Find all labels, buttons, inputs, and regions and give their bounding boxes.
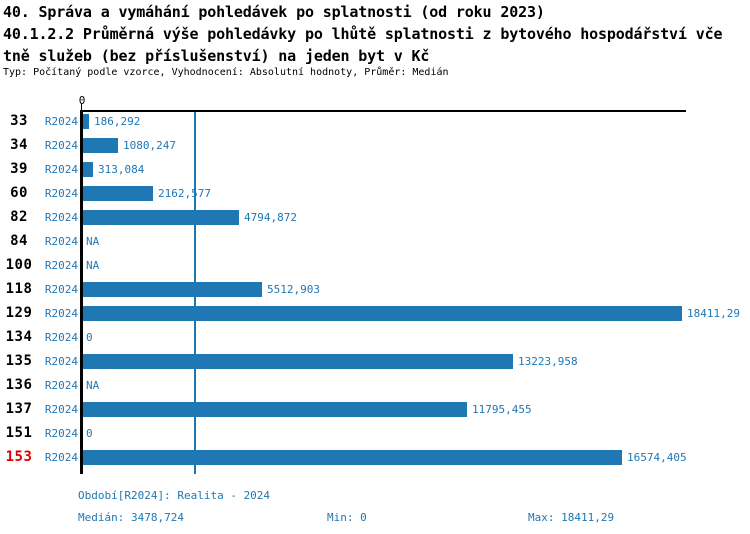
chart-row: 100 R2024 NA (0, 258, 750, 273)
bar-value-label: 18411,29 (687, 307, 740, 320)
chart-row: 129 R2024 18411,29 (0, 306, 750, 321)
chart-row: 137 R2024 11795,455 (0, 402, 750, 417)
row-series-label: R2024 (44, 115, 78, 128)
chart-row: 39 R2024 313,084 (0, 162, 750, 177)
row-category-label: 153 (5, 449, 33, 465)
row-category-label: 60 (10, 185, 28, 201)
indicator-title-line-1: 40.1.2.2 Průměrná výše pohledávky po lhů… (3, 25, 723, 43)
row-category-label: 34 (10, 137, 28, 153)
bar-value-label: NA (86, 379, 100, 392)
row-category-label: 100 (5, 257, 33, 273)
bar-value-label: 1080,247 (123, 139, 176, 152)
axis-zero-tick-label: 0 (78, 94, 86, 107)
row-category-label: 134 (5, 329, 33, 345)
row-series-label: R2024 (44, 427, 78, 440)
bar-value-label: 5512,903 (267, 283, 320, 296)
bar-value-label: 0 (86, 427, 93, 440)
chart-row: 135 R2024 13223,958 (0, 354, 750, 369)
bar (83, 162, 93, 177)
bar-value-label: 16574,405 (627, 451, 687, 464)
footer-median: Medián: 3478,724 (78, 511, 184, 524)
row-category-label: 82 (10, 209, 28, 225)
row-series-label: R2024 (44, 139, 78, 152)
row-category-label: 84 (10, 233, 28, 249)
row-category-label: 135 (5, 353, 33, 369)
row-series-label: R2024 (44, 451, 78, 464)
row-series-label: R2024 (44, 403, 78, 416)
bar-value-label: 186,292 (94, 115, 141, 128)
bar-value-label: 2162,577 (158, 187, 211, 200)
bar (83, 138, 118, 153)
row-series-label: R2024 (44, 259, 78, 272)
bar-value-label: 13223,958 (518, 355, 578, 368)
bar-value-label: 11795,455 (472, 403, 532, 416)
row-category-label: 39 (10, 161, 28, 177)
bar-value-label: 4794,872 (244, 211, 297, 224)
bar (83, 210, 239, 225)
row-category-label: 151 (5, 425, 33, 441)
footer-period: Období[R2024]: Realita - 2024 (78, 489, 271, 502)
bar (83, 114, 89, 129)
row-series-label: R2024 (44, 235, 78, 248)
bar (83, 354, 513, 369)
bar-value-label: NA (86, 235, 100, 248)
indicator-title-line-2: tně služeb (bez příslušenství) na jeden … (3, 47, 430, 65)
bar-chart: 0 33 R2024 186,292 34 R2024 1080,247 39 … (0, 94, 750, 476)
row-series-label: R2024 (44, 307, 78, 320)
chart-row: 84 R2024 NA (0, 234, 750, 249)
bar-value-label: 0 (86, 331, 93, 344)
row-series-label: R2024 (44, 163, 78, 176)
axis-top-line (80, 110, 686, 112)
chart-row: 60 R2024 2162,577 (0, 186, 750, 201)
indicator-meta: Typ: Počítaný podle vzorce, Vyhodnocení:… (3, 67, 449, 78)
bar (83, 306, 682, 321)
axis-zero-tick-mark (81, 103, 82, 110)
row-category-label: 118 (5, 281, 33, 297)
chart-row: 136 R2024 NA (0, 378, 750, 393)
bar-value-label: NA (86, 259, 100, 272)
bar-value-label: 313,084 (98, 163, 145, 176)
row-category-label: 129 (5, 305, 33, 321)
chart-row: 118 R2024 5512,903 (0, 282, 750, 297)
axis-y-line (80, 110, 83, 474)
chart-row: 82 R2024 4794,872 (0, 210, 750, 225)
footer-min: Min: 0 (327, 511, 367, 524)
row-series-label: R2024 (44, 355, 78, 368)
report-title: 40. Správa a vymáhání pohledávek po spla… (3, 3, 545, 21)
chart-row: 33 R2024 186,292 (0, 114, 750, 129)
chart-row: 153 R2024 16574,405 (0, 450, 750, 465)
row-category-label: 33 (10, 113, 28, 129)
bar (83, 186, 153, 201)
row-series-label: R2024 (44, 283, 78, 296)
footer-max: Max: 18411,29 (528, 511, 615, 524)
row-series-label: R2024 (44, 331, 78, 344)
bar (83, 282, 262, 297)
chart-row: 34 R2024 1080,247 (0, 138, 750, 153)
bar (83, 402, 467, 417)
chart-row: 134 R2024 0 (0, 330, 750, 345)
bar (83, 450, 622, 465)
row-series-label: R2024 (44, 379, 78, 392)
row-category-label: 136 (5, 377, 33, 393)
row-series-label: R2024 (44, 211, 78, 224)
row-series-label: R2024 (44, 187, 78, 200)
row-category-label: 137 (5, 401, 33, 417)
chart-row: 151 R2024 0 (0, 426, 750, 441)
